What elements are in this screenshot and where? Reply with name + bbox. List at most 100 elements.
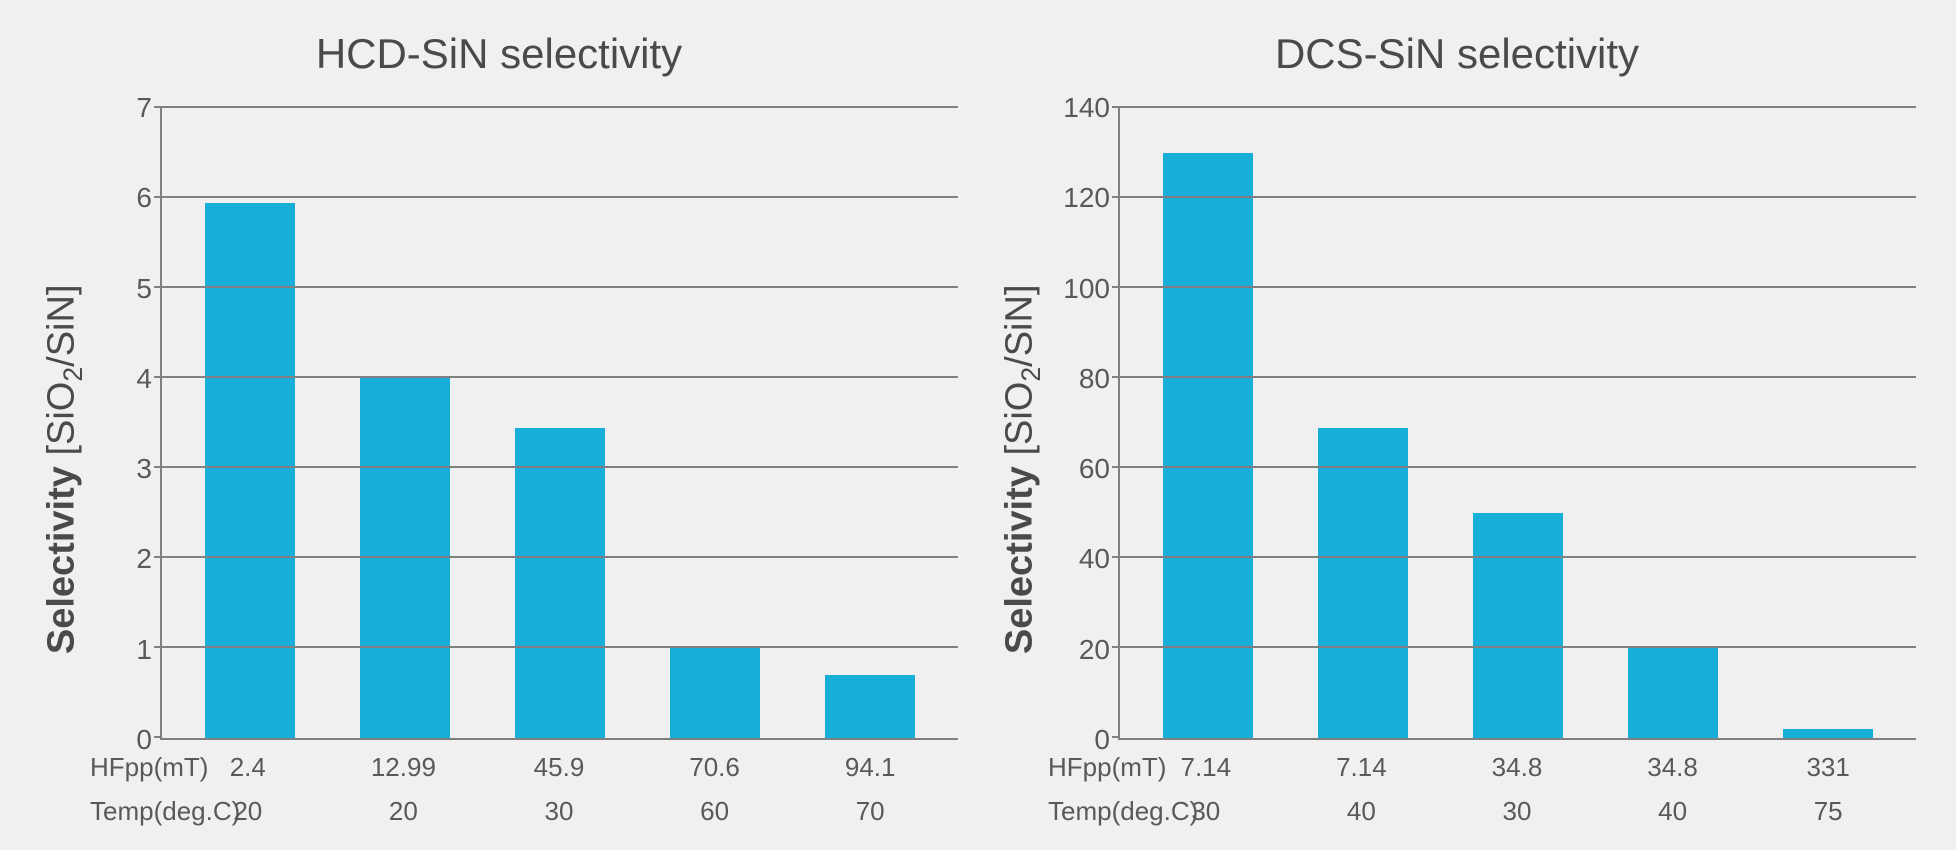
x-axis-temp-value: 30 bbox=[481, 792, 637, 830]
plot-area bbox=[160, 108, 958, 740]
y-tick-label: 3 bbox=[136, 453, 152, 485]
y-tick-label: 120 bbox=[1063, 182, 1110, 214]
x-axis-row2-label: Temp(deg.C) bbox=[90, 792, 160, 830]
y-tickmark bbox=[1112, 106, 1120, 108]
bar bbox=[515, 428, 605, 739]
x-axis-hfpp-value: 7.14 bbox=[1284, 748, 1440, 786]
bar-slot bbox=[327, 108, 482, 738]
y-tickmark bbox=[154, 466, 162, 468]
x-axis-row-temp: 2020306070 bbox=[160, 792, 958, 830]
y-tickmark bbox=[1112, 286, 1120, 288]
y-tick-label: 7 bbox=[136, 92, 152, 124]
bar bbox=[1473, 513, 1563, 738]
y-tick-label: 0 bbox=[1094, 724, 1110, 756]
x-axis-temp-value: 30 bbox=[1439, 792, 1595, 830]
bar-slot bbox=[1285, 108, 1440, 738]
chart-body: Selectivity [SiO2/SiN] 02040608010012014… bbox=[998, 108, 1916, 830]
x-axis-hfpp-value: 12.99 bbox=[326, 748, 482, 786]
ylabel-bold: Selectivity bbox=[999, 466, 1041, 654]
bar-slot bbox=[1440, 108, 1595, 738]
x-axis-temp-value: 75 bbox=[1750, 792, 1906, 830]
y-tickmark bbox=[1112, 736, 1120, 738]
x-axis-temp-value: 70 bbox=[792, 792, 948, 830]
bar bbox=[1163, 153, 1253, 738]
ylabel-light: [SiO2/SiN] bbox=[41, 284, 83, 466]
y-tickmark bbox=[1112, 466, 1120, 468]
gridline bbox=[162, 556, 958, 558]
x-axis-hfpp-value: 34.8 bbox=[1595, 748, 1751, 786]
ylabel-container: Selectivity [SiO2/SiN] bbox=[40, 108, 90, 830]
chart-title: DCS-SiN selectivity bbox=[998, 30, 1916, 78]
y-tick-label: 6 bbox=[136, 182, 152, 214]
y-tick-label: 0 bbox=[136, 724, 152, 756]
y-tickmark bbox=[154, 196, 162, 198]
x-axis-block: HFpp(mT) Temp(deg.C) 7.147.1434.834.8331… bbox=[1048, 748, 1916, 830]
y-tick-label: 1 bbox=[136, 634, 152, 666]
x-axis-row2-label: Temp(deg.C) bbox=[1048, 792, 1118, 830]
y-tick-label: 140 bbox=[1063, 92, 1110, 124]
y-tickmark bbox=[1112, 376, 1120, 378]
gridline bbox=[162, 286, 958, 288]
plot-column: 01234567 HFpp(mT) Temp(deg.C) 2.412.9945… bbox=[90, 108, 958, 830]
bar bbox=[1628, 648, 1718, 738]
gridline bbox=[1120, 196, 1916, 198]
y-ticks: 020406080100120140 bbox=[1048, 108, 1118, 740]
x-axis-hfpp-value: 70.6 bbox=[637, 748, 793, 786]
x-axis-block: HFpp(mT) Temp(deg.C) 2.412.9945.970.694.… bbox=[90, 748, 958, 830]
bar bbox=[360, 378, 450, 738]
plot-column: 020406080100120140 HFpp(mT) Temp(deg.C) … bbox=[1048, 108, 1916, 830]
gridline bbox=[1120, 106, 1916, 108]
y-tick-label: 2 bbox=[136, 543, 152, 575]
gridline bbox=[1120, 466, 1916, 468]
gridline bbox=[162, 466, 958, 468]
y-tickmark bbox=[154, 376, 162, 378]
y-tickmark bbox=[1112, 646, 1120, 648]
gridline bbox=[162, 196, 958, 198]
x-axis-label-column: HFpp(mT) Temp(deg.C) bbox=[90, 748, 160, 830]
y-axis-label: Selectivity [SiO2/SiN] bbox=[999, 284, 1048, 654]
x-axis-label-column: HFpp(mT) Temp(deg.C) bbox=[1048, 748, 1118, 830]
x-axis-temp-value: 60 bbox=[637, 792, 793, 830]
y-tick-label: 60 bbox=[1079, 453, 1110, 485]
plot-row: 01234567 bbox=[90, 108, 958, 740]
plot-row: 020406080100120140 bbox=[1048, 108, 1916, 740]
x-axis-hfpp-value: 7.14 bbox=[1128, 748, 1284, 786]
bar bbox=[825, 675, 915, 738]
ylabel-bold: Selectivity bbox=[41, 466, 83, 654]
x-axis-temp-value: 20 bbox=[170, 792, 326, 830]
chart-panel-left: HCD-SiN selectivity Selectivity [SiO2/Si… bbox=[40, 20, 958, 830]
x-axis-hfpp-value: 34.8 bbox=[1439, 748, 1595, 786]
chart-body: Selectivity [SiO2/SiN] 01234567 HFpp(mT)… bbox=[40, 108, 958, 830]
bar-slot bbox=[1751, 108, 1906, 738]
gridline bbox=[162, 646, 958, 648]
y-tickmark bbox=[1112, 196, 1120, 198]
gridline bbox=[162, 106, 958, 108]
x-axis-row-hfpp: 7.147.1434.834.8331 bbox=[1118, 748, 1916, 786]
bar-slot bbox=[793, 108, 948, 738]
gridline bbox=[1120, 286, 1916, 288]
bar bbox=[1783, 729, 1873, 738]
x-axis-row-hfpp: 2.412.9945.970.694.1 bbox=[160, 748, 958, 786]
bar bbox=[1318, 428, 1408, 739]
bar bbox=[670, 648, 760, 738]
x-axis-temp-value: 30 bbox=[1128, 792, 1284, 830]
bar-slot bbox=[482, 108, 637, 738]
ylabel-light: [SiO2/SiN] bbox=[999, 284, 1041, 466]
y-tickmark bbox=[154, 736, 162, 738]
chart-panel-right: DCS-SiN selectivity Selectivity [SiO2/Si… bbox=[998, 20, 1916, 830]
y-tickmark bbox=[154, 286, 162, 288]
gridline bbox=[1120, 556, 1916, 558]
y-tickmark bbox=[154, 646, 162, 648]
x-axis-values: 2.412.9945.970.694.1 2020306070 bbox=[160, 748, 958, 830]
x-axis-hfpp-value: 94.1 bbox=[792, 748, 948, 786]
page: HCD-SiN selectivity Selectivity [SiO2/Si… bbox=[0, 0, 1956, 850]
x-axis-temp-value: 20 bbox=[326, 792, 482, 830]
y-ticks: 01234567 bbox=[90, 108, 160, 740]
bar bbox=[205, 203, 295, 739]
gridline bbox=[162, 376, 958, 378]
x-axis-hfpp-value: 2.4 bbox=[170, 748, 326, 786]
y-tick-label: 5 bbox=[136, 273, 152, 305]
y-tick-label: 100 bbox=[1063, 273, 1110, 305]
x-axis-hfpp-value: 331 bbox=[1750, 748, 1906, 786]
gridline bbox=[1120, 646, 1916, 648]
